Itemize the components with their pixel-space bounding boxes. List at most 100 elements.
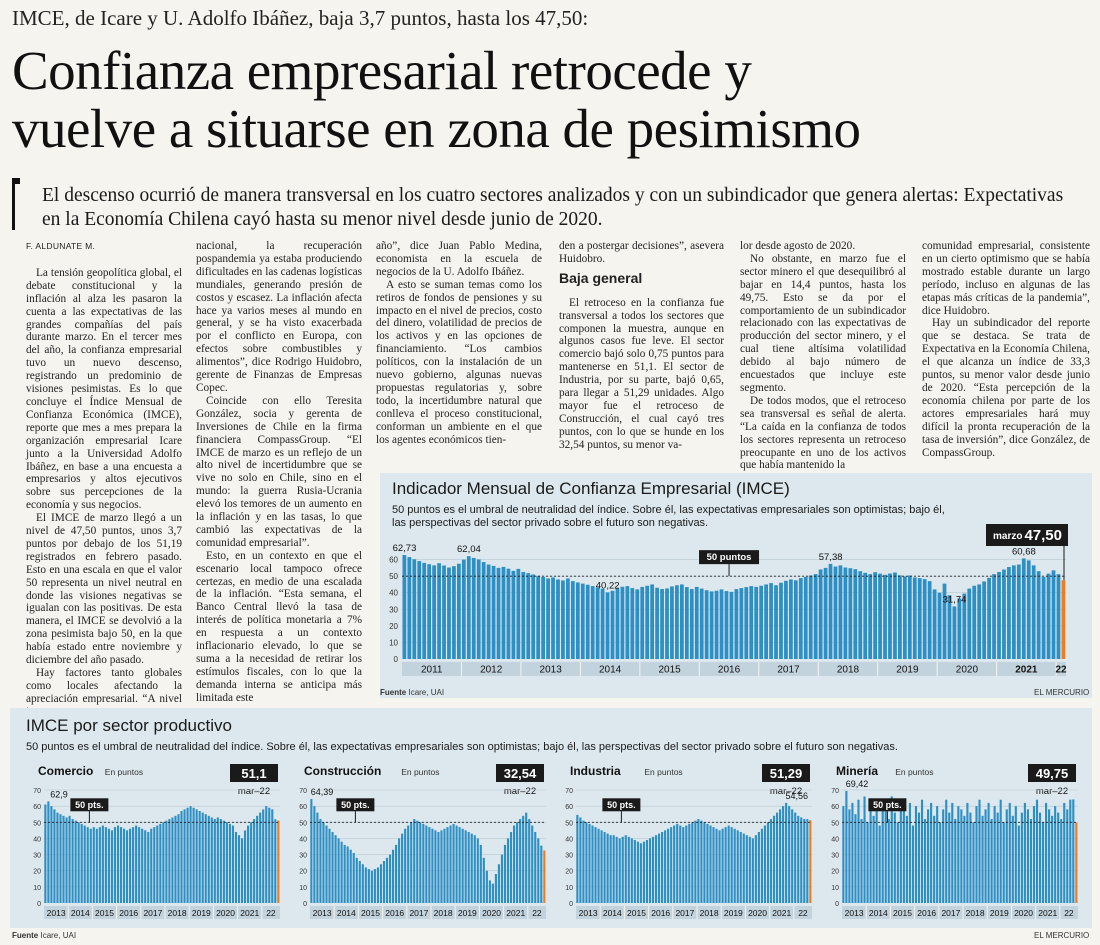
- imce-bar: [803, 576, 808, 659]
- col1-paragraph-1: La tensión geopolítica global, el debate…: [26, 266, 182, 512]
- comercio-bar: [165, 820, 168, 903]
- imce-xtick-label: 2012: [480, 665, 503, 676]
- comercio-xtick-label: 2018: [168, 908, 187, 918]
- industria-xtick-label: 2019: [724, 908, 743, 918]
- industria-xtick-label: 2016: [651, 908, 670, 918]
- industria-xtick-label: 2017: [675, 908, 694, 918]
- industria-bar: [709, 825, 712, 903]
- imce-bar: [962, 593, 967, 659]
- mineria-bar: [911, 825, 915, 903]
- imce-ytick-label: 0: [394, 655, 399, 664]
- imce-xtick-label: 2016: [718, 665, 741, 676]
- comercio-bar: [116, 825, 120, 903]
- mineria-bar: [1014, 806, 1017, 903]
- mineria-bar: [1054, 806, 1057, 903]
- col4-paragraph-0: den a postergar decisiones”, asevera Hui…: [559, 240, 724, 265]
- industria-bar: [621, 836, 624, 903]
- mineria-bar: [966, 802, 969, 903]
- industria-bar: [612, 835, 615, 903]
- industria-value-badge: [762, 764, 810, 782]
- industria-ytick-label: 10: [565, 885, 573, 892]
- construccion-bar: [361, 864, 364, 903]
- imce-bar: [858, 571, 863, 659]
- imce-bar: [798, 578, 803, 659]
- mineria-bar: [1045, 802, 1048, 903]
- imce-bar: [813, 574, 818, 659]
- imce-latest-value: 47,50: [1024, 527, 1062, 544]
- byline: F. ALDUNATE M.: [26, 241, 96, 251]
- comercio-bar: [125, 830, 129, 903]
- mineria-bar: [1063, 802, 1066, 903]
- comercio-bar: [47, 801, 50, 903]
- comercio-bar: [237, 835, 241, 903]
- imce-bar: [531, 574, 536, 659]
- industria-xtick-label: 2014: [603, 908, 622, 918]
- industria-bar: [633, 840, 636, 903]
- deck-line-1: El descenso ocurrió de manera transversa…: [42, 185, 1064, 206]
- mineria-panel-title: Minería: [836, 764, 878, 778]
- industria-ytick-label: 50: [565, 820, 573, 827]
- construccion-bar: [506, 838, 510, 903]
- comercio-svg: Comercio En puntos 51,1 mar–22 0 10 20 30 40 50 60…: [33, 764, 280, 919]
- mineria-bar: [1029, 819, 1033, 903]
- imce-source-text: Icare, UAI: [408, 688, 445, 697]
- construccion-ytick-label: 50: [299, 820, 307, 827]
- imce-bar: [442, 565, 446, 659]
- comercio-bar: [44, 804, 47, 903]
- imce-bar: [620, 586, 625, 659]
- mineria-value-badge: [1028, 764, 1076, 782]
- industria-bar: [724, 827, 727, 903]
- construccion-bar: [425, 825, 428, 903]
- imce-chart-svg: 0 10 20 30 40 50 60 50 puntos 62,73 62,04 40,22 57,…: [389, 524, 1068, 676]
- imce-bar: [496, 567, 501, 659]
- construccion-value: 32,54: [504, 766, 537, 781]
- imce-bar: [605, 592, 610, 659]
- industria-xtick-label: 2020: [748, 908, 767, 918]
- mineria-xtick-label: 2016: [917, 908, 936, 918]
- imce-threshold-label-bg: [699, 550, 760, 565]
- construccion-bar: [434, 830, 437, 903]
- construccion-bar: [482, 857, 485, 903]
- mineria-bar: [914, 806, 918, 903]
- comercio-bar: [265, 806, 268, 903]
- industria-bar: [606, 833, 609, 903]
- construccion-bar: [443, 828, 446, 903]
- industria-bar: [730, 827, 733, 903]
- industria-bar: [682, 827, 685, 903]
- imce-bar: [907, 575, 912, 659]
- imce-bar: [749, 586, 754, 659]
- imce-ytick-label: 30: [389, 605, 398, 614]
- comercio-bar: [56, 812, 59, 903]
- industria-bar: [742, 833, 745, 903]
- construccion-xtick-label: 2016: [385, 908, 404, 918]
- mineria-bar: [887, 819, 890, 903]
- industria-bar: [645, 840, 649, 903]
- industria-bar: [694, 820, 697, 903]
- construccion-bar: [522, 815, 525, 903]
- mineria-bar: [933, 815, 936, 903]
- imce-bar: [575, 582, 580, 659]
- sector-publisher: EL MERCURIO: [1034, 931, 1090, 940]
- comercio-bar: [234, 831, 238, 903]
- imce-bar: [873, 572, 878, 659]
- imce-annotation: 62,73: [393, 543, 417, 554]
- construccion-xtick-label: 22: [532, 908, 542, 918]
- imce-bar: [823, 567, 828, 659]
- industria-ytick-label: 20: [565, 869, 573, 876]
- comercio-bar: [119, 827, 123, 903]
- mineria-bar: [936, 806, 939, 903]
- construccion-bar: [413, 819, 416, 903]
- mineria-bar: [1060, 819, 1063, 903]
- construccion-bar: [373, 869, 376, 903]
- industria-bar: [676, 823, 679, 903]
- imce-bar: [982, 581, 987, 659]
- comercio-bar: [177, 814, 180, 903]
- industria-bar: [779, 809, 782, 903]
- mineria-bar: [890, 796, 893, 903]
- comercio-xtick-label: 2016: [119, 908, 138, 918]
- industria-bar: [639, 843, 642, 903]
- imce-bar: [536, 575, 541, 659]
- imce-bar: [709, 591, 714, 659]
- imce-bar: [476, 559, 481, 659]
- mineria-xtick-label: 2017: [941, 908, 960, 918]
